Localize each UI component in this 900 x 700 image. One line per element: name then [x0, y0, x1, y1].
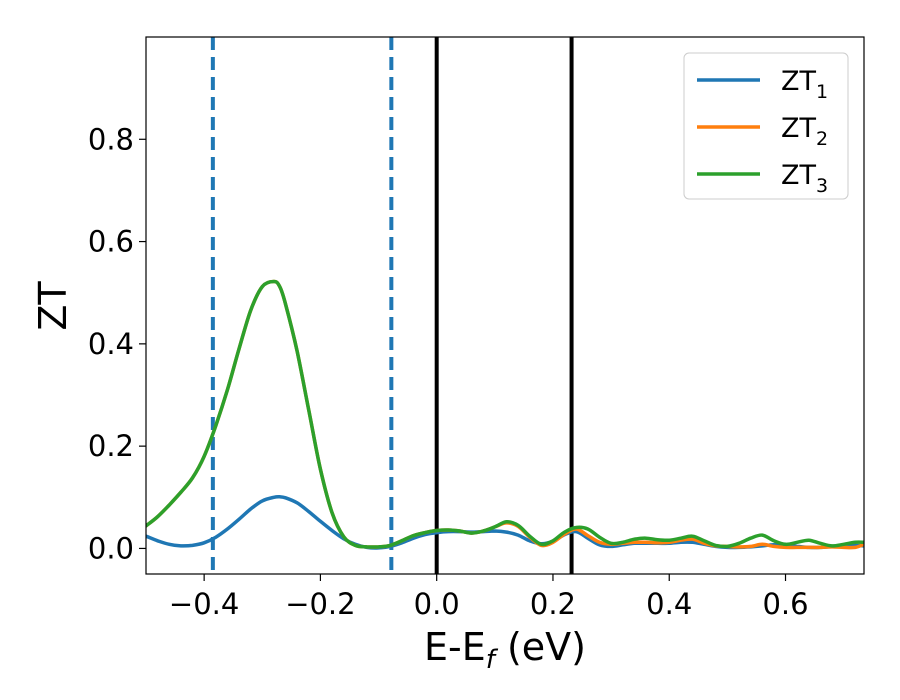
legend-box: [683, 52, 849, 200]
y-axis-label: ZT: [31, 281, 75, 331]
x-axis-label-unit: (eV): [495, 625, 586, 669]
reference-lines: [210, 37, 574, 574]
x-tick-label: 0.2: [530, 587, 576, 621]
series-lines: [146, 279, 864, 550]
legend: ZT1 ZT2 ZT3: [683, 52, 849, 200]
x-tick-label: 0.0: [414, 587, 460, 621]
plot-frame: [145, 36, 865, 575]
x-tick-label: 0.4: [646, 587, 692, 621]
x-axis-label-main: E-E: [424, 625, 486, 669]
legend-label-zt2: ZT2: [781, 113, 828, 150]
x-tick-label: −0.4: [169, 587, 239, 621]
y-tick-label: 0.2: [88, 429, 134, 463]
y-axis-ticks: 0.0 0.2 0.4 0.6 0.8: [88, 122, 146, 565]
legend-label-zt3: ZT3: [781, 160, 828, 197]
x-tick-label: −0.2: [285, 587, 355, 621]
x-tick-label: 0.6: [762, 587, 808, 621]
x-axis-label: E-Ef (eV): [424, 625, 586, 675]
y-tick-label: 0.6: [88, 225, 134, 259]
y-tick-label: 0.4: [88, 327, 134, 361]
legend-entries: ZT1 ZT2 ZT3: [697, 66, 828, 197]
y-tick-label: 0.0: [88, 531, 134, 565]
series-line-zt3: [146, 279, 864, 549]
y-tick-label: 0.8: [88, 122, 134, 156]
x-axis-ticks: −0.4 −0.2 0.0 0.2 0.4 0.6: [169, 574, 809, 621]
legend-label-zt1: ZT1: [781, 66, 828, 103]
